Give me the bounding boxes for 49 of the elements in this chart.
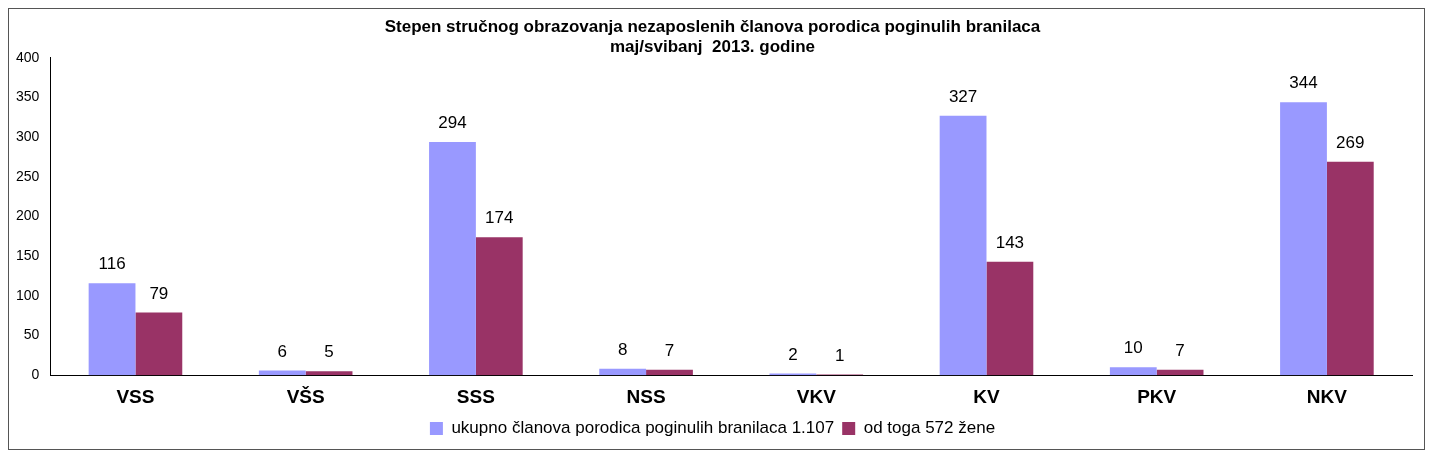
data-label: 79 (149, 283, 169, 303)
data-label: 8 (617, 340, 628, 360)
y-tick-label: 0 (31, 366, 40, 383)
bar (939, 115, 987, 376)
legend-label: od toga 572 žene (863, 418, 996, 438)
bar (135, 312, 183, 376)
data-label: 7 (1175, 340, 1185, 360)
data-label: 6 (277, 341, 287, 361)
data-label: 2 (788, 344, 798, 364)
y-tick-label: 300 (16, 128, 40, 145)
x-tick-label: PKV (1137, 385, 1177, 407)
data-label: 327 (948, 86, 978, 106)
x-tick-label: VKV (796, 385, 837, 407)
bar (88, 283, 136, 376)
data-label: 7 (664, 340, 675, 360)
bar (1326, 161, 1374, 376)
bar (429, 141, 476, 376)
bar (1280, 102, 1327, 376)
x-tick-label: VSS (116, 385, 155, 407)
bar (986, 261, 1034, 376)
x-tick-label: NSS (626, 385, 666, 407)
data-label: 294 (438, 113, 467, 133)
data-label: 174 (485, 208, 514, 228)
y-tick-label: 50 (23, 326, 40, 343)
y-tick-label: 350 (16, 88, 40, 105)
data-label: 1 (834, 345, 845, 365)
y-tick-label: 250 (16, 167, 40, 184)
data-label: 116 (98, 254, 126, 274)
data-label: 5 (324, 342, 334, 362)
bar (646, 369, 693, 376)
data-label: 10 (1123, 338, 1143, 358)
bar (599, 368, 647, 376)
x-tick-label: SSS (456, 385, 495, 407)
bar (1109, 367, 1157, 376)
bar (258, 370, 306, 376)
x-tick-label: VŠS (286, 385, 325, 407)
y-tick-label: 100 (16, 286, 40, 303)
y-tick-label: 200 (16, 207, 40, 224)
chart-title: Stepen stručnog obrazovanja nezaposlenih članova porodica poginulih branilaca maj/svibanj 2013. godine (384, 16, 1041, 57)
data-label: 269 (1336, 132, 1365, 152)
legend-label: ukupno članova porodica poginulih branilaca 1.107 (451, 418, 835, 438)
x-tick-label: KV (973, 385, 1001, 407)
y-tick-label: 150 (16, 247, 40, 264)
data-label: 143 (995, 232, 1025, 252)
data-label: 344 (1289, 73, 1318, 93)
x-tick-label: NKV (1306, 385, 1348, 407)
y-tick-label: 400 (16, 48, 40, 65)
bar (305, 371, 353, 376)
bar (475, 237, 523, 376)
